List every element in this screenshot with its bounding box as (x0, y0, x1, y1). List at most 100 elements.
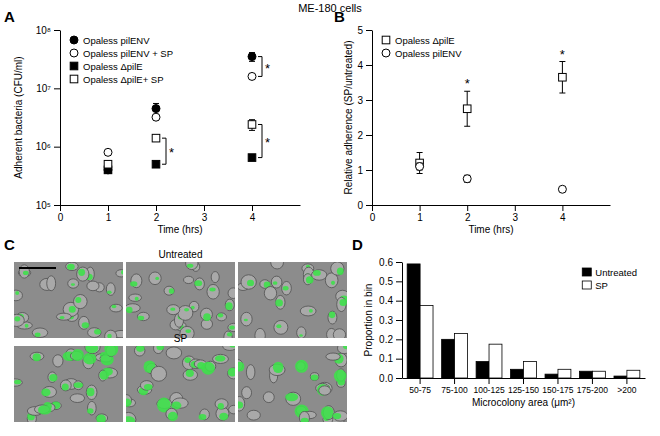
cell (274, 320, 288, 334)
point (416, 163, 424, 171)
tick-label: 1 (357, 165, 363, 176)
tick-mark (420, 205, 421, 211)
cell (228, 288, 235, 299)
cell (126, 304, 140, 312)
tick: 0.0 (379, 373, 402, 384)
point (558, 185, 566, 193)
axis-line (402, 263, 403, 379)
microcolony (209, 288, 215, 292)
legend-label: Opaless ΔpilE+ SP (83, 74, 164, 85)
series (416, 62, 566, 174)
tick-label: 1 (106, 212, 112, 223)
tick-mark (454, 378, 455, 384)
microcolony (194, 280, 202, 286)
tick-mark (420, 378, 421, 384)
cell (153, 346, 163, 354)
bar (489, 344, 502, 378)
cell (213, 354, 229, 363)
microcolony (49, 374, 57, 381)
cell (164, 286, 174, 295)
cell (137, 312, 149, 320)
legend-label: Untreated (595, 267, 637, 278)
tick: 10⁶ (36, 141, 60, 152)
micrograph (238, 346, 347, 422)
cell (14, 379, 22, 386)
cell (42, 386, 56, 397)
microcolony (82, 322, 89, 328)
axis-line (60, 31, 61, 206)
cell (151, 366, 167, 381)
microcolony (225, 302, 232, 310)
cell (19, 265, 29, 278)
significance-bracket (258, 57, 262, 77)
bar (580, 371, 593, 378)
tick-label: 0.1 (379, 353, 393, 364)
cell (30, 352, 44, 360)
microcolony (227, 332, 232, 336)
microcolony (295, 360, 308, 373)
x-axis-title: Time (hrs) (468, 224, 513, 235)
cell (326, 353, 340, 360)
microcolony (130, 281, 137, 286)
tick: 75-100 (441, 378, 468, 395)
microcolony (121, 270, 123, 275)
legend-item: SP (582, 280, 608, 291)
cell (215, 399, 228, 409)
cell (246, 365, 255, 380)
cell (238, 396, 245, 411)
legend-label: Opaless ΔpilE (83, 61, 143, 72)
axis-line (373, 205, 611, 206)
bar (524, 362, 537, 378)
microcolony (69, 306, 76, 313)
significance-label: * (560, 47, 565, 62)
cell (300, 306, 316, 316)
tick: 10⁸ (36, 25, 60, 36)
y-axis: 012345 (357, 25, 372, 211)
tick: 0.6 (379, 257, 402, 268)
legend-label: SP (595, 280, 608, 291)
micrograph-background (238, 262, 347, 338)
legend: Opaless ΔpilEOpaless pilENV (382, 35, 462, 59)
tick-label: 4 (250, 212, 256, 223)
tick-label: 0 (58, 212, 64, 223)
tick-mark (366, 205, 372, 206)
cell (126, 395, 132, 406)
legend-item: Opaless ΔpilE+ SP (70, 74, 163, 85)
cell (14, 314, 24, 326)
row-label: SP (174, 333, 188, 344)
microcolony (38, 405, 52, 414)
microcolony (238, 362, 244, 372)
microcolony (14, 316, 20, 321)
tick: 4 (560, 205, 566, 223)
microcolony (72, 349, 84, 361)
microcolony (85, 346, 98, 353)
microcolony (273, 362, 284, 373)
microcolony (169, 288, 174, 294)
cell (207, 284, 219, 299)
point (248, 53, 256, 61)
bar (455, 334, 468, 378)
microcolony (96, 414, 106, 422)
series (416, 163, 567, 194)
series (104, 120, 256, 168)
microcolony (333, 413, 341, 419)
tick: 4 (250, 205, 256, 223)
x-axis-title: Time (hrs) (157, 224, 202, 235)
tick: 0.2 (379, 334, 402, 345)
microcolony (107, 334, 112, 338)
point (248, 121, 256, 129)
cell (223, 346, 235, 350)
tick-label: 2 (465, 212, 471, 223)
tick: >200 (617, 378, 636, 395)
bar (407, 264, 420, 378)
tick: 0.3 (379, 315, 402, 326)
axis-line (372, 31, 373, 206)
cell (337, 297, 346, 311)
microcolony (138, 316, 145, 321)
tick: 2 (357, 130, 372, 141)
tick: 1 (417, 205, 423, 223)
significance-label: * (465, 76, 470, 91)
significance-bracket (162, 138, 166, 164)
microcolony (78, 269, 85, 276)
tick: 10⁵ (36, 200, 60, 211)
